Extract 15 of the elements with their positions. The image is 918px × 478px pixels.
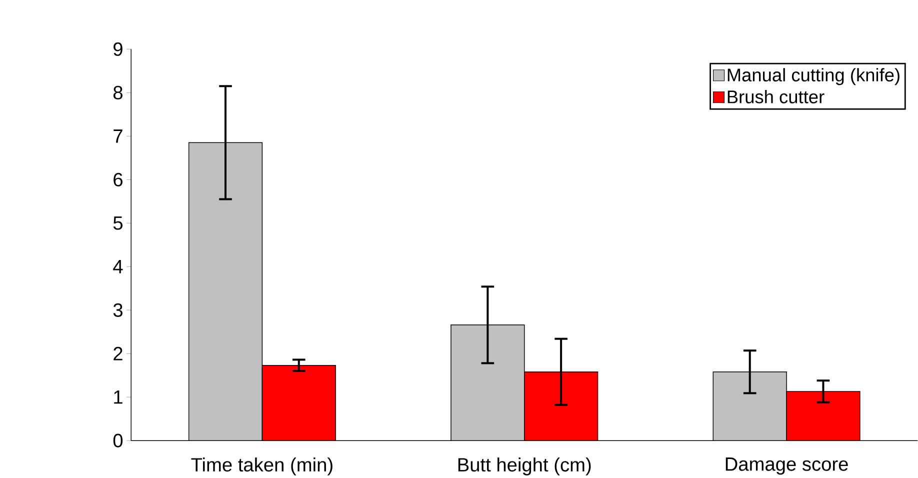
- y-tick-label: 5: [113, 216, 122, 230]
- y-tick-label: 8: [113, 86, 122, 100]
- y-tick-label: 2: [114, 346, 122, 360]
- y-tick-label: 6: [114, 172, 122, 186]
- y-tick-label: 9: [114, 42, 122, 56]
- x-tick-label: Butt height (cm): [458, 457, 591, 476]
- y-tick-label: 0: [113, 434, 123, 448]
- legend-label: Manual cutting (knife): [728, 68, 900, 85]
- x-tick-label: Damage score: [726, 457, 848, 474]
- y-tick-label: 3: [113, 303, 122, 317]
- legend-label: Brush cutter: [728, 90, 824, 104]
- x-tick-label: Time taken (min): [191, 457, 332, 476]
- y-tick-label: 1: [114, 390, 122, 404]
- y-tick-label: 7: [114, 129, 122, 143]
- y-tick-label: 4: [113, 260, 123, 274]
